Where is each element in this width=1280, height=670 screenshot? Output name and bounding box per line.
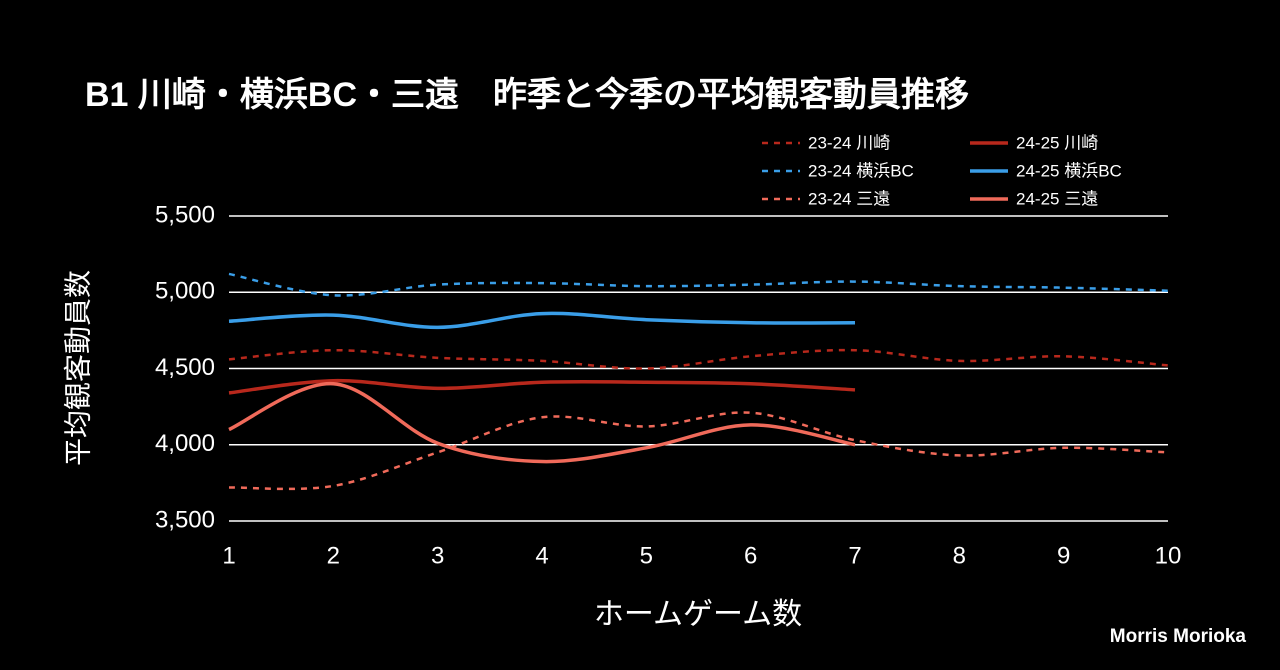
legend-label: 23-24 川崎 — [808, 133, 890, 152]
legend-label: 23-24 横浜BC — [808, 161, 914, 180]
x-tick-label: 10 — [1155, 542, 1182, 569]
x-tick-label: 8 — [953, 542, 966, 569]
y-tick-label: 3,500 — [155, 506, 215, 533]
series-line — [228, 272, 1169, 297]
series-line — [228, 311, 856, 330]
series-line — [228, 411, 1169, 491]
x-tick-label: 4 — [535, 542, 548, 569]
x-tick-label: 1 — [222, 542, 235, 569]
series-line — [228, 348, 1169, 370]
y-tick-label: 5,000 — [155, 278, 215, 305]
legend-label: 24-25 川崎 — [1016, 133, 1098, 152]
series-line — [228, 378, 856, 395]
x-axis-label: ホームゲーム数 — [594, 598, 802, 631]
legend-label: 24-25 三遠 — [1016, 189, 1098, 208]
x-tick-label: 5 — [640, 542, 653, 569]
y-axis-label: 平均観客動員数 — [62, 270, 93, 466]
legend-label: 24-25 横浜BC — [1016, 161, 1122, 180]
chart-title: B1 川崎・横浜BC・三遠 昨季と今季の平均観客動員推移 — [85, 75, 969, 114]
y-tick-label: 4,500 — [155, 354, 215, 381]
x-tick-label: 9 — [1057, 542, 1070, 569]
y-tick-label: 4,000 — [155, 430, 215, 457]
x-tick-label: 3 — [431, 542, 444, 569]
x-tick-label: 6 — [744, 542, 757, 569]
credit: Morris Morioka — [1110, 626, 1247, 647]
x-tick-label: 7 — [848, 542, 861, 569]
x-tick-label: 2 — [327, 542, 340, 569]
y-tick-label: 5,500 — [155, 201, 215, 228]
legend-label: 23-24 三遠 — [808, 189, 890, 208]
series-line — [228, 381, 856, 464]
